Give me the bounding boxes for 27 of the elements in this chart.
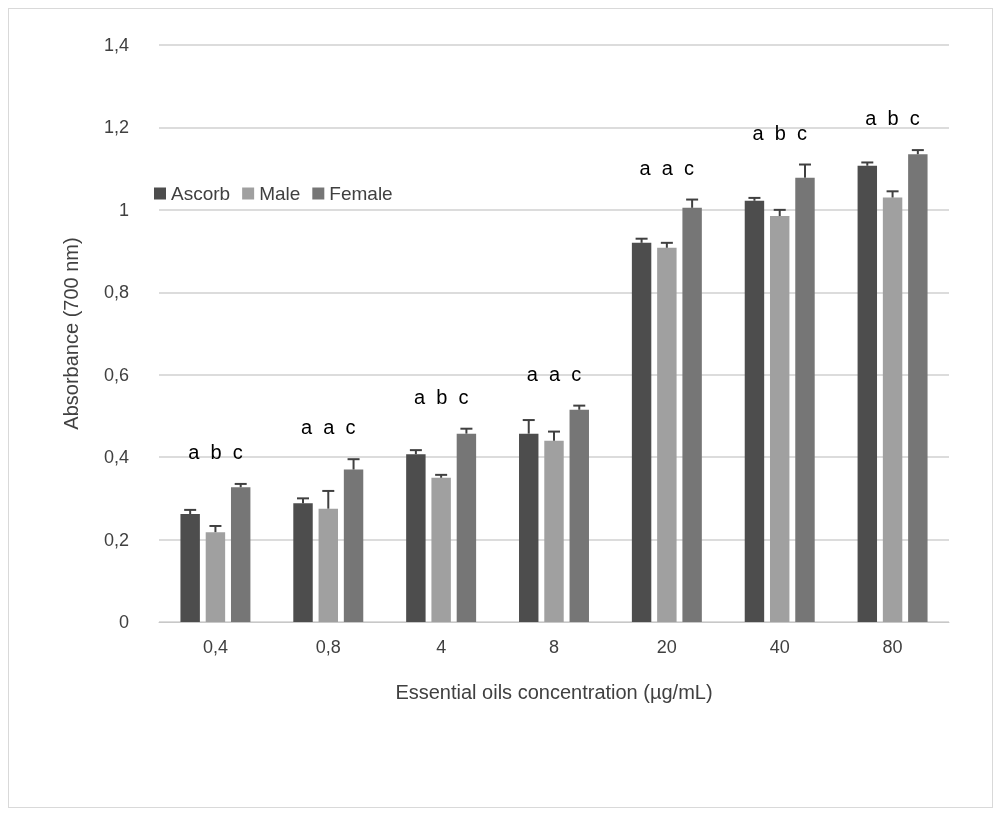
y-tick-label: 0 bbox=[118, 612, 129, 632]
annotation: a b c bbox=[413, 385, 469, 408]
legend-label: Male bbox=[259, 183, 301, 204]
annotation: a a c bbox=[526, 362, 582, 385]
annotation: a b c bbox=[865, 107, 920, 130]
y-axis-title: Absorbance (700 nm) bbox=[60, 237, 82, 430]
y-tick-label: 0,4 bbox=[103, 447, 129, 468]
x-tick-label: 0,8 bbox=[315, 637, 341, 657]
x-tick-label: 80 bbox=[882, 637, 903, 657]
y-tick-label: 1 bbox=[118, 199, 129, 220]
x-tick-label: 8 bbox=[548, 637, 560, 657]
x-tick-label: 0,4 bbox=[202, 637, 228, 657]
annotation: a b c bbox=[752, 121, 807, 144]
legend-label: Female bbox=[329, 183, 393, 204]
legend-label: Ascorb bbox=[171, 183, 231, 204]
y-tick-label: 0,6 bbox=[103, 364, 129, 385]
y-tick-label: 1,2 bbox=[103, 117, 129, 138]
y-tick-label: 0,8 bbox=[103, 282, 129, 303]
x-tick-label: 4 bbox=[436, 637, 447, 657]
annotation: a a c bbox=[639, 156, 695, 179]
x-axis-title: Essential oils concentration (µg/mL) bbox=[395, 681, 713, 703]
annotation: a a c bbox=[301, 416, 356, 439]
y-tick-label: 1,4 bbox=[103, 35, 129, 55]
y-tick-label: 0,2 bbox=[103, 529, 129, 550]
annotation: a b c bbox=[188, 440, 243, 463]
x-tick-label: 20 bbox=[656, 637, 677, 657]
x-tick-label: 40 bbox=[769, 637, 790, 657]
